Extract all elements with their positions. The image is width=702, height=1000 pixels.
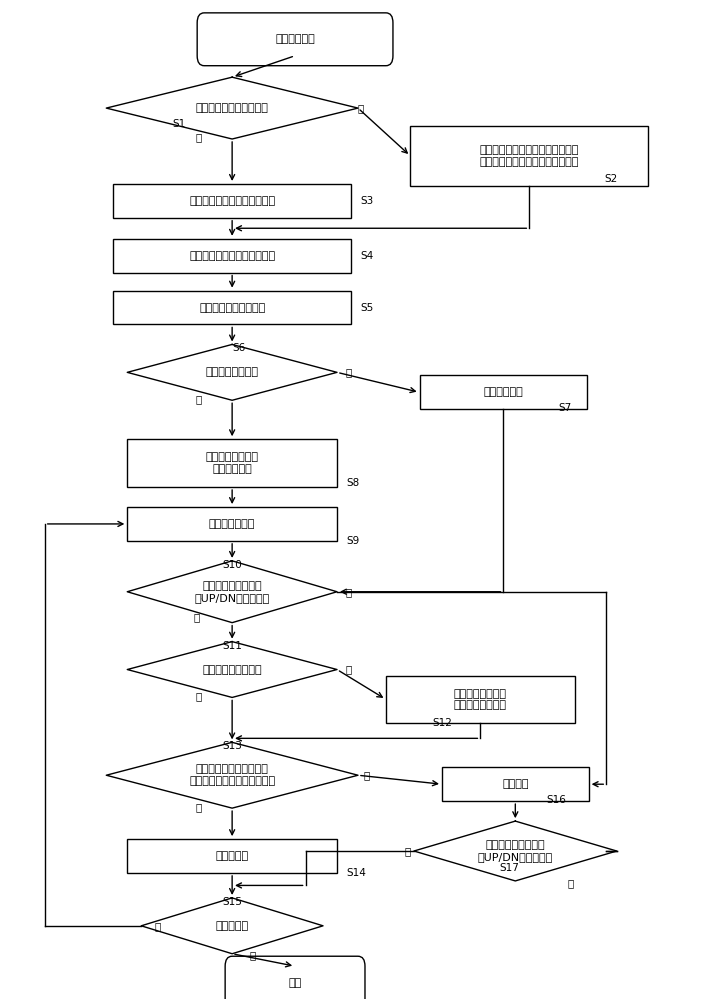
Text: 检测出的推压力大？: 检测出的推压力大？ (202, 665, 262, 675)
Text: S15: S15 (223, 897, 242, 907)
Text: 根据排列信息设定顺序: 根据排列信息设定顺序 (199, 303, 265, 313)
Bar (127, 439, 337, 487)
Text: 是: 是 (358, 103, 364, 113)
Polygon shape (127, 344, 337, 400)
Text: S11: S11 (223, 641, 242, 651)
Text: 结束: 结束 (289, 978, 302, 988)
Text: S9: S9 (347, 536, 360, 546)
Text: 否: 否 (345, 587, 352, 597)
Bar (127, 507, 337, 541)
Text: 否: 否 (345, 367, 352, 377)
Text: S13: S13 (223, 741, 242, 751)
Bar (442, 767, 589, 801)
Text: 是: 是 (345, 665, 352, 675)
Text: S17: S17 (499, 863, 519, 873)
Text: 有排列信息的变更指示？: 有排列信息的变更指示？ (196, 103, 269, 113)
FancyBboxPatch shape (225, 956, 365, 1000)
Bar (113, 291, 351, 324)
Text: 否: 否 (196, 132, 202, 142)
Polygon shape (106, 742, 358, 808)
Text: 将滚动速度／切换
时间设定为短时间: 将滚动速度／切换 时间设定为短时间 (454, 689, 507, 710)
Text: 检测出显示切换指示
（UP/DN键接通）？: 检测出显示切换指示 （UP/DN键接通）？ (477, 840, 553, 862)
Text: S4: S4 (361, 251, 374, 261)
Text: 否: 否 (405, 846, 411, 856)
Text: 暂时停止: 暂时停止 (502, 779, 529, 789)
Text: 对时间计数: 对时间计数 (216, 851, 249, 861)
Text: 在显示图像的排列信息中
具有与代表信息不同的信息？: 在显示图像的排列信息中 具有与代表信息不同的信息？ (189, 764, 275, 786)
Text: 再现模式开始: 再现模式开始 (275, 34, 315, 44)
Text: S12: S12 (432, 718, 452, 728)
Text: 否: 否 (196, 691, 202, 701)
Text: 从图像存储部中读取排列信息: 从图像存储部中读取排列信息 (189, 251, 275, 261)
Text: S8: S8 (347, 478, 360, 488)
Text: S2: S2 (604, 174, 617, 184)
Text: S1: S1 (173, 119, 186, 129)
Text: 是: 是 (196, 394, 202, 404)
Polygon shape (127, 642, 337, 697)
Text: 否: 否 (154, 921, 161, 931)
Bar (113, 239, 351, 273)
Polygon shape (414, 821, 616, 881)
Text: S6: S6 (232, 343, 246, 353)
Text: 否: 否 (196, 802, 202, 812)
Text: S3: S3 (361, 196, 374, 206)
Text: 一帧再现模式: 一帧再现模式 (484, 387, 523, 397)
Text: S10: S10 (223, 560, 242, 570)
Text: S5: S5 (361, 303, 374, 313)
Text: S7: S7 (558, 403, 571, 413)
Text: 将摄影日期时间设为排列信息: 将摄影日期时间设为排列信息 (189, 196, 275, 206)
Bar (420, 375, 588, 409)
Text: 制作具有代表信息
的缩略图画面: 制作具有代表信息 的缩略图画面 (206, 452, 258, 474)
Text: S14: S14 (347, 868, 366, 878)
FancyBboxPatch shape (197, 13, 393, 66)
Text: S16: S16 (547, 795, 567, 805)
Text: 是: 是 (568, 878, 574, 888)
Text: 显示缩略图画面: 显示缩略图画面 (209, 519, 256, 529)
Polygon shape (127, 561, 337, 623)
Text: 是: 是 (250, 950, 256, 960)
Text: 是: 是 (194, 612, 200, 622)
Text: 在已选择的图像关联信息（相册、
摄影位置、人物）中变更排列信息: 在已选择的图像关联信息（相册、 摄影位置、人物）中变更排列信息 (479, 145, 579, 167)
Text: 检测出显示切换指示
（UP/DN键接通）？: 检测出显示切换指示 （UP/DN键接通）？ (194, 581, 270, 603)
Bar (127, 839, 337, 873)
Polygon shape (141, 898, 323, 954)
Bar (386, 676, 575, 723)
Text: 结束指示？: 结束指示？ (216, 921, 249, 931)
Text: 缩略图再现模式？: 缩略图再现模式？ (206, 367, 258, 377)
Polygon shape (106, 77, 358, 139)
Text: 是: 是 (364, 770, 370, 780)
Bar (411, 126, 648, 186)
Bar (113, 184, 351, 218)
